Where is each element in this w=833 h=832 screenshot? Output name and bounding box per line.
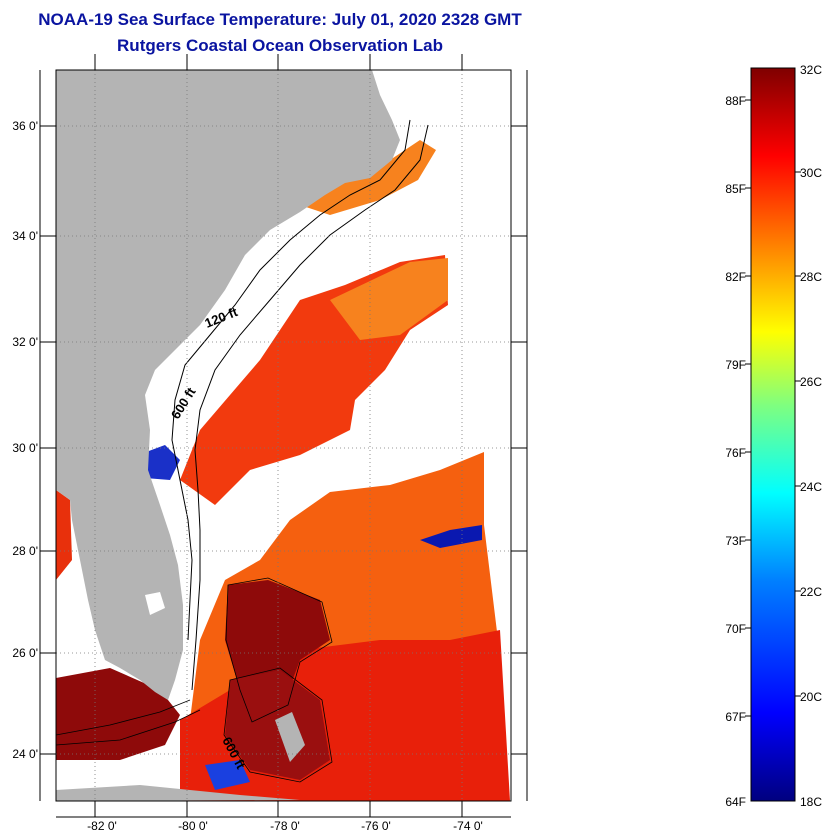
colorbar-f-67: 67F <box>725 710 746 724</box>
lat-label-30: 30 0' <box>12 441 38 455</box>
lat-label-28: 28 0' <box>12 544 38 558</box>
colorbar-top-c: 32C <box>800 63 822 77</box>
lat-label-24: 24 0' <box>12 747 38 761</box>
colorbar-f-82: 82F <box>725 270 746 284</box>
lat-label-26: 26 0' <box>12 646 38 660</box>
lon-label-76: -76 0' <box>361 819 391 832</box>
colorbar-c-20: 20C <box>800 690 822 704</box>
isobath-600ft <box>191 124 429 691</box>
colorbar-f-64: 64F <box>725 795 746 809</box>
land-bahamas-island <box>275 712 305 762</box>
lon-label-82: -82 0' <box>87 819 117 832</box>
land-mass <box>56 70 400 700</box>
isobath-keys <box>56 699 201 746</box>
sst-offshore-orange <box>330 258 448 340</box>
lon-label-80: -80 0' <box>178 819 208 832</box>
map-title: NOAA-19 Sea Surface Temperature: July 01… <box>38 10 522 29</box>
colorbar-f-85: 85F <box>725 182 746 196</box>
colorbar-c-22: 22C <box>800 585 822 599</box>
lat-label-34: 34 0' <box>12 229 38 243</box>
colorbar-f-73: 73F <box>725 534 746 548</box>
colorbar <box>750 67 796 802</box>
lat-label-36: 36 0' <box>12 119 38 133</box>
map-ticks <box>39 54 528 818</box>
sst-cold-patch-2 <box>420 525 482 548</box>
map-subtitle: Rutgers Coastal Ocean Observation Lab <box>117 36 443 55</box>
sst-cold-patch-3 <box>205 760 250 790</box>
colorbar-c-30: 30C <box>800 166 822 180</box>
lon-label-78: -78 0' <box>270 819 300 832</box>
colorbar-f-76: 76F <box>725 446 746 460</box>
colorbar-bottom-c: 18C <box>800 795 822 809</box>
colorbar-f-88: 88F <box>725 94 746 108</box>
isobath-bahamas <box>223 577 333 783</box>
colorbar-f-70: 70F <box>725 622 746 636</box>
map-frame <box>55 69 512 802</box>
lat-label-32: 32 0' <box>12 335 38 349</box>
isobath-120ft <box>171 119 411 641</box>
land-bottom-cuba <box>56 785 300 801</box>
sst-gulf-west <box>56 490 72 580</box>
sst-florida-keys-warm <box>56 668 180 760</box>
land-lake <box>145 592 165 615</box>
colorbar-c-24: 24C <box>800 480 822 494</box>
colorbar-c-26: 26C <box>800 375 822 389</box>
colorbar-f-79: 79F <box>725 358 746 372</box>
sst-map: 120 ft 600 ft 600 ft <box>56 70 511 801</box>
lon-label-74: -74 0' <box>453 819 483 832</box>
colorbar-c-28: 28C <box>800 270 822 284</box>
